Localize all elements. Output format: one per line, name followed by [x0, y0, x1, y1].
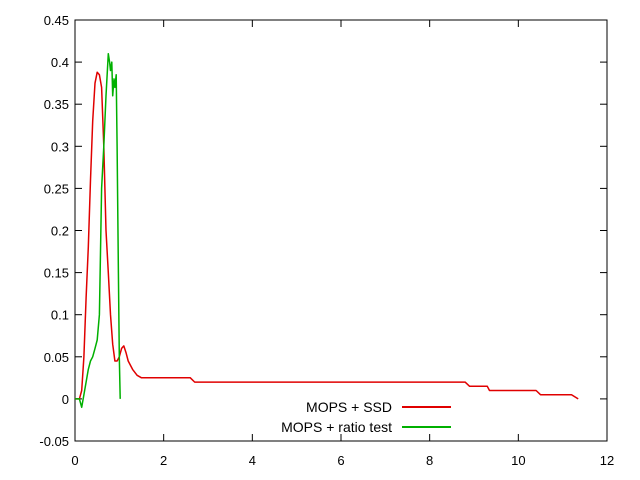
series-line-2 — [75, 52, 121, 409]
y-tick-label: 0.35 — [44, 97, 69, 112]
x-tick-label: 8 — [426, 453, 433, 468]
y-tick-label: 0.25 — [44, 181, 69, 196]
y-tick-label: 0 — [62, 392, 69, 407]
y-tick-label: 0.3 — [51, 139, 69, 154]
y-tick-label: 0.15 — [44, 266, 69, 281]
legend-label-2: MOPS + ratio test — [281, 419, 392, 435]
x-tick-label: 2 — [160, 453, 167, 468]
x-tick-label: 10 — [511, 453, 525, 468]
x-tick-label: 12 — [600, 453, 614, 468]
y-tick-label: 0.4 — [51, 55, 69, 70]
x-tick-label: 0 — [71, 453, 78, 468]
x-tick-label: 6 — [337, 453, 344, 468]
series-lines — [75, 52, 579, 409]
y-tick-label: -0.05 — [39, 434, 69, 449]
series-line-1 — [75, 71, 579, 400]
legend: MOPS + SSD MOPS + ratio test — [281, 399, 451, 435]
y-tick-label: 0.05 — [44, 350, 69, 365]
y-tick-label: 0.45 — [44, 13, 69, 28]
y-tick-label: 0.1 — [51, 308, 69, 323]
x-tick-label: 4 — [249, 453, 256, 468]
legend-label-1: MOPS + SSD — [306, 399, 392, 415]
y-tick-label: 0.2 — [51, 224, 69, 239]
